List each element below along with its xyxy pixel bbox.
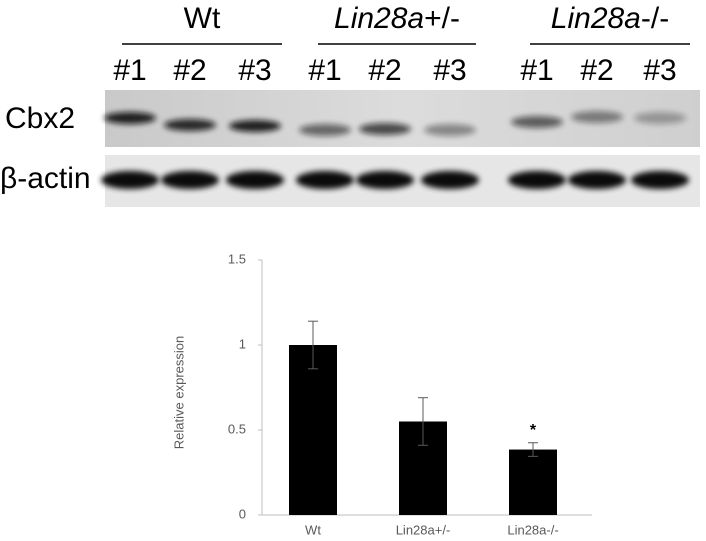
- error-bar: [308, 320, 318, 370]
- group-name: Lin28a: [334, 2, 424, 35]
- group-label: Wt: [184, 2, 221, 35]
- band: [359, 123, 411, 135]
- band: [424, 124, 476, 136]
- error-bar: [528, 442, 538, 457]
- row-label: Cbx2: [5, 102, 75, 135]
- band: [421, 171, 479, 189]
- y-axis-label: Relative expression: [171, 336, 186, 449]
- group-name: Lin28a: [551, 2, 641, 35]
- band: [511, 116, 563, 128]
- lane-label: #1: [113, 54, 146, 87]
- band: [631, 171, 689, 189]
- band: [508, 171, 566, 189]
- band: [571, 111, 623, 123]
- lane-label: #3: [433, 54, 466, 87]
- x-tick-label: Wt: [305, 522, 321, 537]
- band: [164, 119, 216, 131]
- lane-label: #2: [580, 54, 613, 87]
- significance-mark: *: [530, 422, 537, 439]
- group-label: Lin28a-/-: [551, 2, 669, 35]
- group-label: Lin28a+/-: [334, 2, 460, 35]
- blot: Wt Lin28a+/- Lin28a-/-#1 #2 #3 #1 #2 #3 #1 #2 #3Cb…: [0, 2, 690, 195]
- y-tick-label: 0: [239, 506, 246, 521]
- band: [299, 124, 351, 136]
- lane-label: #1: [520, 54, 553, 87]
- group-suffix: -/-: [641, 2, 669, 35]
- x-tick-label: Lin28a+/-: [396, 522, 451, 537]
- lane-label: #2: [368, 54, 401, 87]
- bar: [289, 345, 337, 515]
- band: [634, 112, 686, 124]
- bar-chart: 0 0.5 1 1.5 Relative expression Wt Lin28a+/- Li…: [171, 251, 592, 537]
- x-tick-label: Lin28a-/-: [507, 522, 558, 537]
- band: [101, 171, 159, 189]
- band: [356, 171, 414, 189]
- band: [226, 171, 284, 189]
- y-tick-label: 0.5: [228, 421, 246, 436]
- bar: [509, 449, 557, 515]
- band: [229, 120, 281, 132]
- group-name: Wt: [184, 2, 221, 35]
- row-label: β-actin: [0, 162, 91, 195]
- error-bar: [418, 397, 428, 446]
- y-tick-label: 1: [239, 336, 246, 351]
- band: [161, 171, 219, 189]
- lane-label: #3: [238, 54, 271, 87]
- lane-label: #2: [173, 54, 206, 87]
- y-tick-label: 1.5: [228, 251, 246, 266]
- band: [568, 171, 626, 189]
- band: [104, 112, 156, 124]
- lane-label: #3: [643, 54, 676, 87]
- lane-label: #1: [308, 54, 341, 87]
- band: [296, 171, 354, 189]
- group-suffix: +/-: [424, 2, 460, 35]
